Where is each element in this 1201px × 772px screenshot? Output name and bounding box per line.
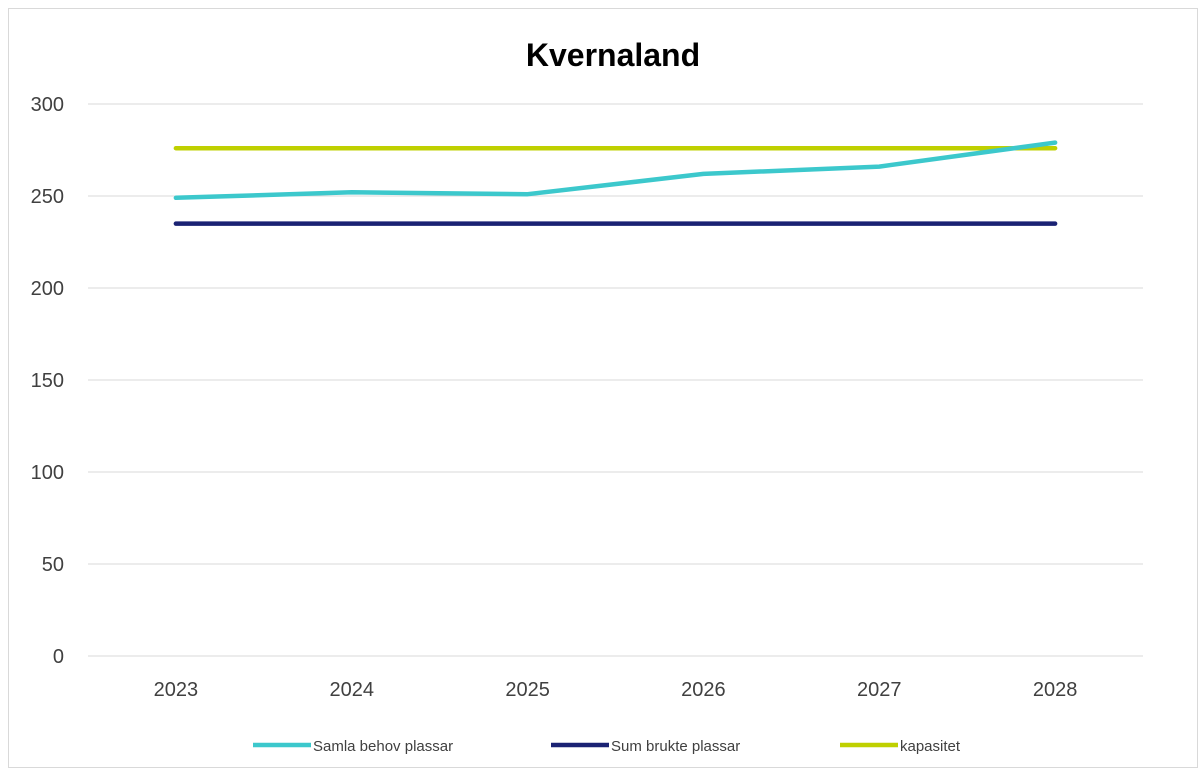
y-tick-label: 0 bbox=[53, 646, 64, 668]
chart-title: Kvernaland bbox=[526, 37, 700, 73]
x-tick-label: 2028 bbox=[1033, 679, 1078, 701]
x-tick-label: 2023 bbox=[154, 679, 199, 701]
y-tick-label: 200 bbox=[31, 278, 64, 300]
legend-label: kapasitet bbox=[900, 738, 961, 755]
gridlines bbox=[88, 103, 1143, 657]
x-tick-label: 2026 bbox=[681, 679, 726, 701]
y-tick-label: 50 bbox=[42, 554, 64, 576]
legend-label: Samla behov plassar bbox=[313, 738, 453, 755]
legend-label: Sum brukte plassar bbox=[611, 738, 740, 755]
y-tick-label: 150 bbox=[31, 370, 64, 392]
x-axis-ticks: 2023 2024 2025 2026 2027 2028 bbox=[154, 679, 1078, 701]
y-tick-label: 100 bbox=[31, 462, 64, 484]
y-axis-ticks: 0 50 100 150 200 250 300 bbox=[31, 94, 64, 668]
series-line-0 bbox=[173, 140, 1058, 201]
series-lines bbox=[173, 140, 1058, 226]
x-tick-label: 2027 bbox=[857, 679, 902, 701]
legend: Samla behov plassar Sum brukte plassar kap… bbox=[253, 738, 961, 755]
y-tick-label: 300 bbox=[31, 94, 64, 116]
x-tick-label: 2025 bbox=[505, 679, 550, 701]
x-tick-label: 2024 bbox=[330, 679, 375, 701]
chart-frame bbox=[8, 8, 1198, 768]
y-tick-label: 250 bbox=[31, 186, 64, 208]
